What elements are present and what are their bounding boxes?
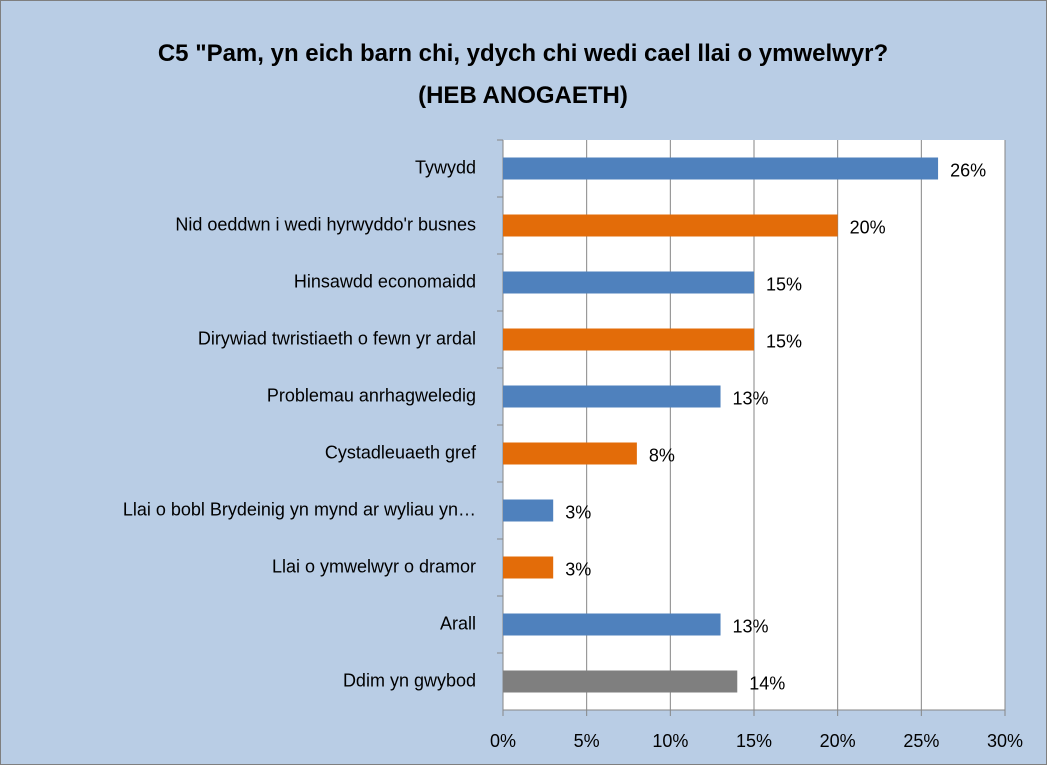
bar: [503, 499, 554, 522]
bar: [503, 670, 738, 693]
data-label: 13%: [733, 388, 769, 408]
data-label: 26%: [950, 160, 986, 180]
data-label: 14%: [749, 673, 785, 693]
data-label: 13%: [733, 616, 769, 636]
bar: [503, 328, 754, 351]
x-tick-label: 5%: [574, 731, 600, 751]
y-tick-label: Llai o ymwelwyr o dramor: [272, 556, 476, 576]
bar: [503, 271, 754, 294]
bar: [503, 157, 939, 180]
y-tick-label: Nid oeddwn i wedi hyrwyddo'r busnes: [175, 214, 476, 234]
chart-title: C5 "Pam, yn eich barn chi, ydych chi wed…: [157, 40, 889, 109]
data-label: 15%: [766, 274, 802, 294]
bar: [503, 442, 637, 465]
data-label: 8%: [649, 445, 675, 465]
y-tick-label: Problemau anrhagweledig: [267, 385, 476, 405]
bar: [503, 556, 554, 579]
x-tick-label: 15%: [736, 731, 772, 751]
data-label: 15%: [766, 331, 802, 351]
data-label: 20%: [850, 217, 886, 237]
y-tick-label: Tywydd: [415, 157, 476, 177]
x-tick-label: 20%: [820, 731, 856, 751]
x-tick-label: 25%: [903, 731, 939, 751]
bar: [503, 613, 721, 636]
y-tick-label: Dirywiad twristiaeth o fewn yr ardal: [198, 328, 476, 348]
x-tick-label: 0%: [490, 731, 516, 751]
bar: [503, 385, 721, 408]
data-label: 3%: [565, 559, 591, 579]
y-tick-label: Llai o bobl Brydeinig yn mynd ar wyliau …: [123, 499, 476, 519]
y-tick-label: Hinsawdd economaidd: [294, 271, 476, 291]
x-tick-label: 30%: [987, 731, 1023, 751]
y-tick-label: Cystadleuaeth gref: [325, 442, 477, 462]
y-tick-label: Arall: [440, 613, 476, 633]
y-tick-label: Ddim yn gwybod: [343, 670, 476, 690]
bar: [503, 214, 838, 237]
data-label: 3%: [565, 502, 591, 522]
x-tick-label: 10%: [652, 731, 688, 751]
